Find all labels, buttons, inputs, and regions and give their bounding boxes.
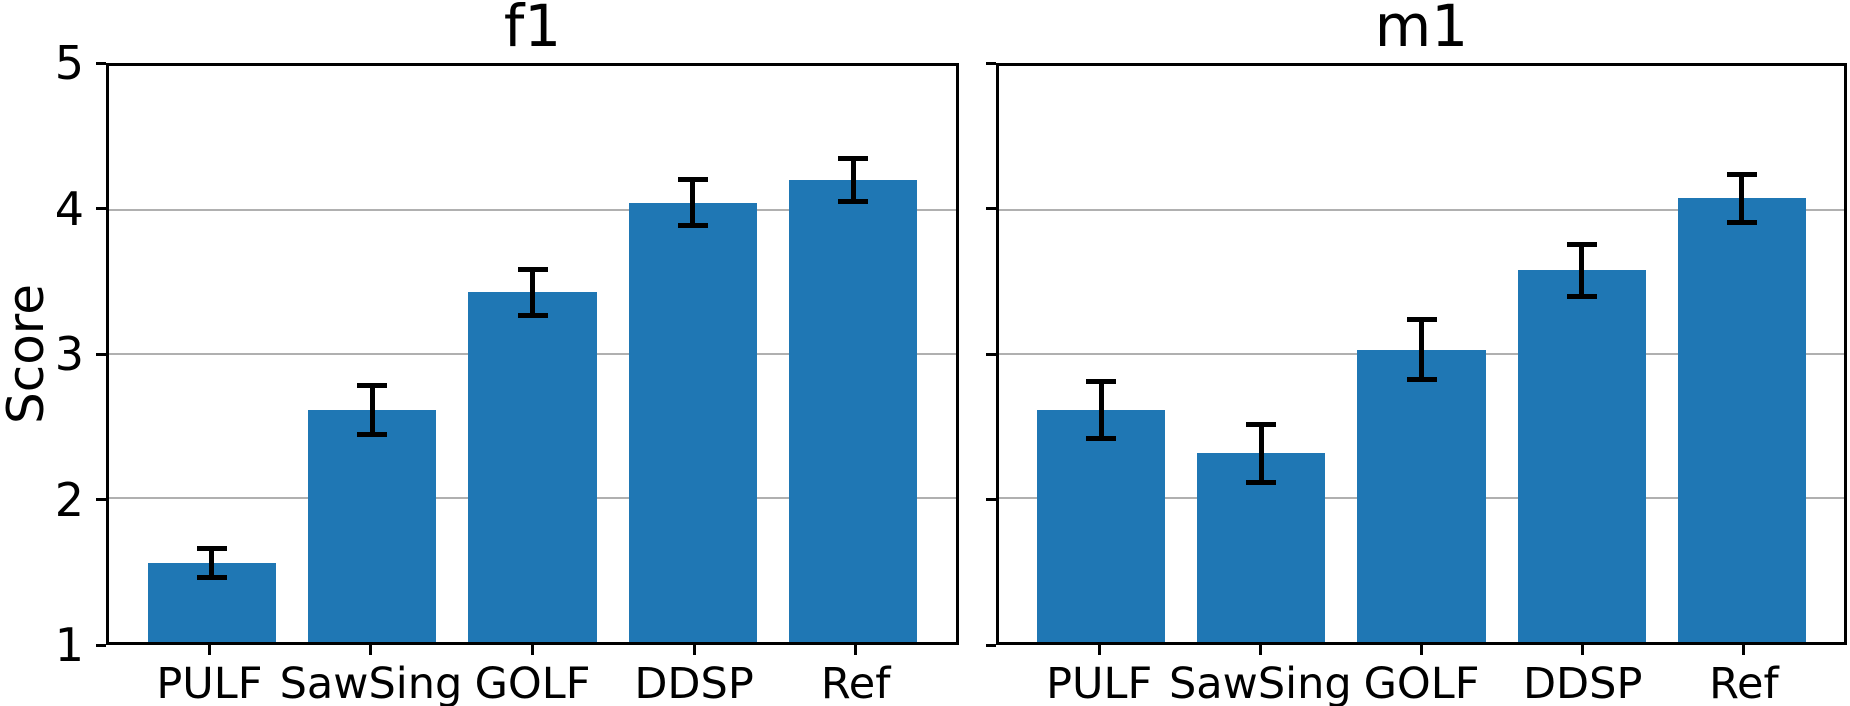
y-axis-tick-1 [986, 643, 996, 647]
error-bar-cap-top-ref [838, 155, 869, 161]
error-bar-cap-bottom-ref [838, 198, 869, 204]
y-axis-tick-3 [986, 352, 996, 356]
error-bar-cap-top-golf [1406, 316, 1437, 322]
error-bar-line-sawsing [369, 385, 375, 435]
x-axis-tick-golf [1420, 645, 1423, 655]
y-axis-label-container: Score [0, 63, 56, 645]
y-axis-label: Score [0, 283, 56, 425]
x-axis-tick-label-ddsp: DDSP [634, 659, 754, 706]
y-axis-tick-3 [96, 352, 106, 356]
y-axis-tick-4 [96, 207, 106, 210]
subplot-f1-title: f1 [503, 0, 562, 60]
error-bar-cap-bottom-golf [517, 312, 548, 318]
bar-pulf [1037, 410, 1166, 642]
y-axis-tick-2 [986, 498, 996, 501]
subplot-m1-title: m1 [1374, 0, 1469, 60]
error-bar-line-golf [1419, 319, 1424, 380]
error-bar-cap-top-pulf [1086, 378, 1117, 384]
error-bar-line-pulf [209, 548, 215, 578]
x-axis-tick-ref [1742, 645, 1746, 655]
bar-sawsing [1197, 453, 1326, 642]
x-axis-tick-pulf [207, 645, 211, 655]
x-axis-tick-label-sawsing: SawSing [1169, 659, 1352, 706]
error-bar-cap-top-pulf [196, 545, 227, 551]
y-axis-tick-label-1: 1 [54, 618, 84, 672]
x-axis-tick-pulf [1097, 645, 1101, 655]
subplot-f1: f1 1 2 3 4 5 PULF SawSing GOLF DDSP Ref [55, 0, 959, 706]
error-bar-line-golf [530, 269, 535, 316]
bar-golf [468, 292, 597, 642]
error-bar-cap-bottom-sawsing [357, 432, 388, 438]
x-axis-tick-label-ref: Ref [820, 659, 891, 706]
gridline-y-4 [999, 209, 1844, 211]
error-bar-cap-top-ddsp [1566, 242, 1597, 248]
bar-sawsing [307, 410, 437, 642]
error-bar-cap-bottom-ddsp [1566, 293, 1597, 299]
x-axis-tick-ref [854, 645, 858, 655]
y-axis-tick-1 [96, 643, 106, 647]
x-axis-tick-label-ref: Ref [1709, 659, 1779, 706]
error-bar-line-ddsp [1579, 244, 1585, 297]
x-axis-tick-golf [531, 645, 534, 655]
gridline-y-4 [109, 209, 956, 211]
x-axis-tick-label-sawsing: SawSing [279, 659, 463, 706]
y-axis-tick-5 [96, 61, 106, 65]
y-axis-tick-label-3: 3 [54, 327, 84, 381]
x-axis-tick-label-pulf: PULF [1046, 659, 1153, 706]
x-axis-tick-label-ddsp: DDSP [1522, 659, 1643, 706]
error-bar-cap-top-golf [517, 266, 548, 272]
error-bar-cap-top-sawsing [1246, 422, 1277, 428]
error-bar-cap-bottom-sawsing [1246, 479, 1277, 485]
y-axis-tick-label-2: 2 [54, 472, 84, 527]
subplot-m1-plot-area [996, 63, 1847, 645]
y-axis-tick-4 [986, 207, 996, 210]
bar-ddsp [628, 202, 758, 642]
error-bar-line-ref [850, 158, 856, 202]
error-bar-line-sawsing [1258, 424, 1264, 483]
x-axis-tick-sawsing [369, 645, 373, 655]
x-axis-tick-ddsp [692, 645, 696, 655]
subplot-f1-plot-area [106, 63, 959, 645]
y-axis-tick-2 [96, 498, 106, 501]
error-bar-line-ddsp [690, 179, 696, 226]
bar-ddsp [1517, 270, 1646, 642]
y-axis-tick-label-5: 5 [54, 36, 84, 90]
error-bar-line-pulf [1098, 381, 1104, 439]
error-bar-cap-bottom-ref [1726, 220, 1757, 226]
error-bar-cap-top-ddsp [677, 177, 708, 183]
error-bar-cap-bottom-ddsp [677, 223, 708, 229]
bar-golf [1357, 349, 1486, 642]
x-axis-tick-label-golf: GOLF [1363, 659, 1480, 706]
y-axis-tick-5 [986, 61, 996, 65]
bar-ref [789, 179, 918, 642]
bar-ref [1677, 198, 1806, 642]
x-axis-tick-label-pulf: PULF [156, 659, 263, 706]
x-axis-tick-sawsing [1258, 645, 1262, 655]
error-bar-cap-bottom-golf [1406, 377, 1437, 383]
subplot-m1: m1 PULF SawSing GOLF DDSP Ref [986, 0, 1847, 706]
x-axis-tick-ddsp [1581, 645, 1585, 655]
error-bar-cap-bottom-pulf [1086, 436, 1117, 442]
x-axis-tick-label-golf: GOLF [474, 659, 591, 706]
error-bar-cap-top-ref [1726, 171, 1757, 177]
error-bar-cap-bottom-pulf [196, 574, 227, 580]
error-bar-line-ref [1739, 174, 1745, 223]
error-bar-cap-top-sawsing [357, 383, 388, 389]
y-axis-tick-label-4: 4 [54, 181, 84, 236]
